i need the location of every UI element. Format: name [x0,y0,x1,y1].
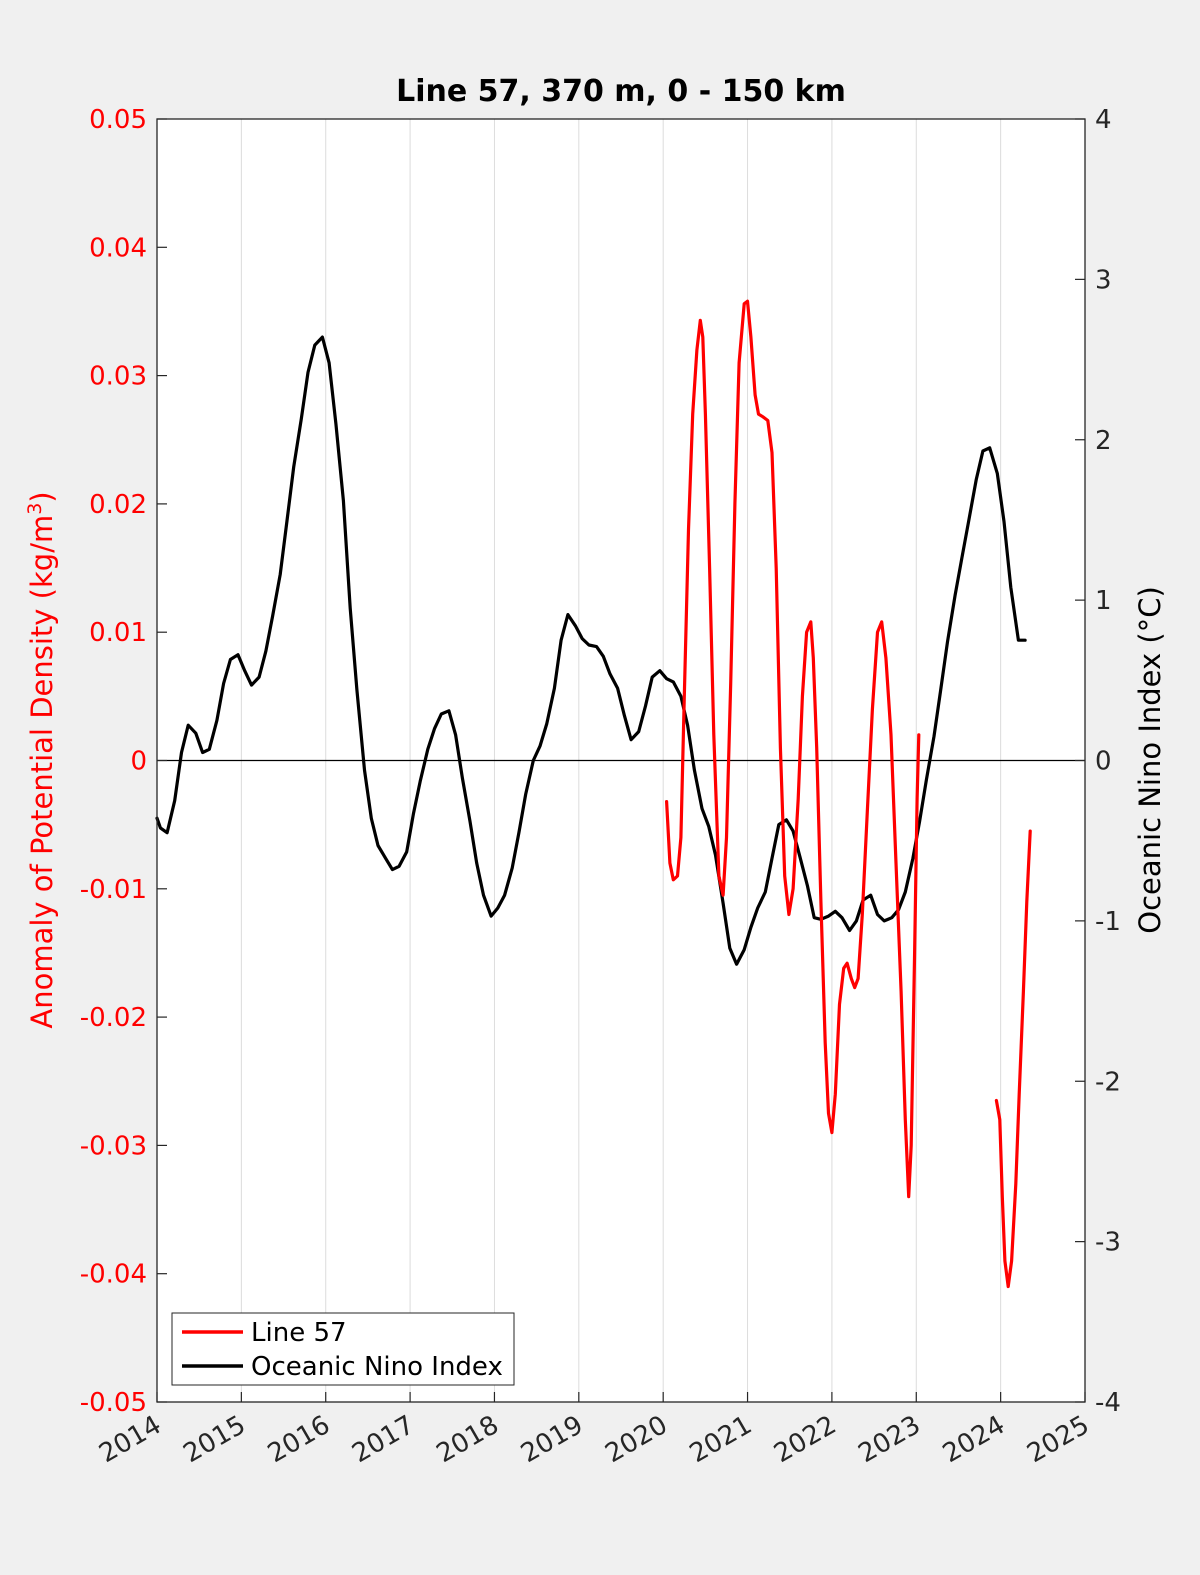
x-tick-label: 2018 [432,1410,504,1469]
left-tick-label: -0.05 [80,1388,147,1418]
x-tick-label: 2022 [769,1410,841,1469]
left-tick-label: 0 [130,747,147,777]
left-tick-label: -0.03 [80,1131,147,1161]
x-tick-label: 2017 [347,1410,419,1469]
right-tick-label: -2 [1095,1067,1121,1097]
x-axis: 2014 2015 2016 2017 2018 2019 2020 2021 2022 2023… [94,1392,1095,1469]
right-tick-label: -3 [1095,1228,1121,1258]
x-tick-label: 2021 [685,1410,757,1469]
left-tick-label: 0.02 [89,490,147,520]
oni-series-line [155,335,1027,966]
legend-label-line-57: Line 57 [251,1318,347,1348]
right-tick-label: 4 [1095,105,1112,135]
series-layer [155,299,1032,1289]
x-tick-label: 2015 [179,1410,251,1469]
left-axis: 0.05 0.04 0.03 0.02 0.01 0 -0.01 -0.02 -0.03 -0.0… [80,105,167,1418]
x-tick-label: 2014 [94,1410,166,1469]
right-tick-label: 3 [1095,265,1112,295]
legend: Line 57 Oceanic Nino Index [171,1312,515,1386]
line-57-series-line [994,829,1032,1289]
left-tick-label: 0.05 [89,105,147,135]
left-tick-label: -0.02 [80,1003,147,1033]
left-tick-label: 0.04 [89,233,147,263]
legend-label-oni: Oceanic Nino Index [251,1352,503,1382]
x-tick-label: 2024 [938,1410,1010,1469]
left-tick-label: -0.04 [80,1260,147,1290]
right-tick-label: -1 [1095,907,1121,937]
right-axis: 4 3 2 1 0 -1 -2 -3 -4 [1075,105,1121,1418]
left-tick-label: 0.03 [89,362,147,392]
x-tick-label: 2025 [1022,1410,1094,1469]
x-tick-label: 2016 [263,1410,335,1469]
left-axis-label: Anomaly of Potential Density (kg/m3) [24,491,59,1028]
legend-box [171,1312,515,1386]
x-tick-label: 2020 [600,1410,672,1469]
right-tick-label: 2 [1095,426,1112,456]
x-tick-label: 2019 [516,1410,588,1469]
chart-title: Line 57, 370 m, 0 - 150 km [396,74,846,109]
line-57-series-line [664,299,921,1199]
right-tick-label: 1 [1095,586,1112,616]
right-tick-label: -4 [1095,1388,1121,1418]
left-tick-label: 0.01 [89,618,147,648]
right-axis-label: Oceanic Nino Index (°C) [1133,586,1167,934]
left-tick-label: -0.01 [80,875,147,905]
right-tick-label: 0 [1095,747,1112,777]
x-tick-label: 2023 [853,1410,925,1469]
